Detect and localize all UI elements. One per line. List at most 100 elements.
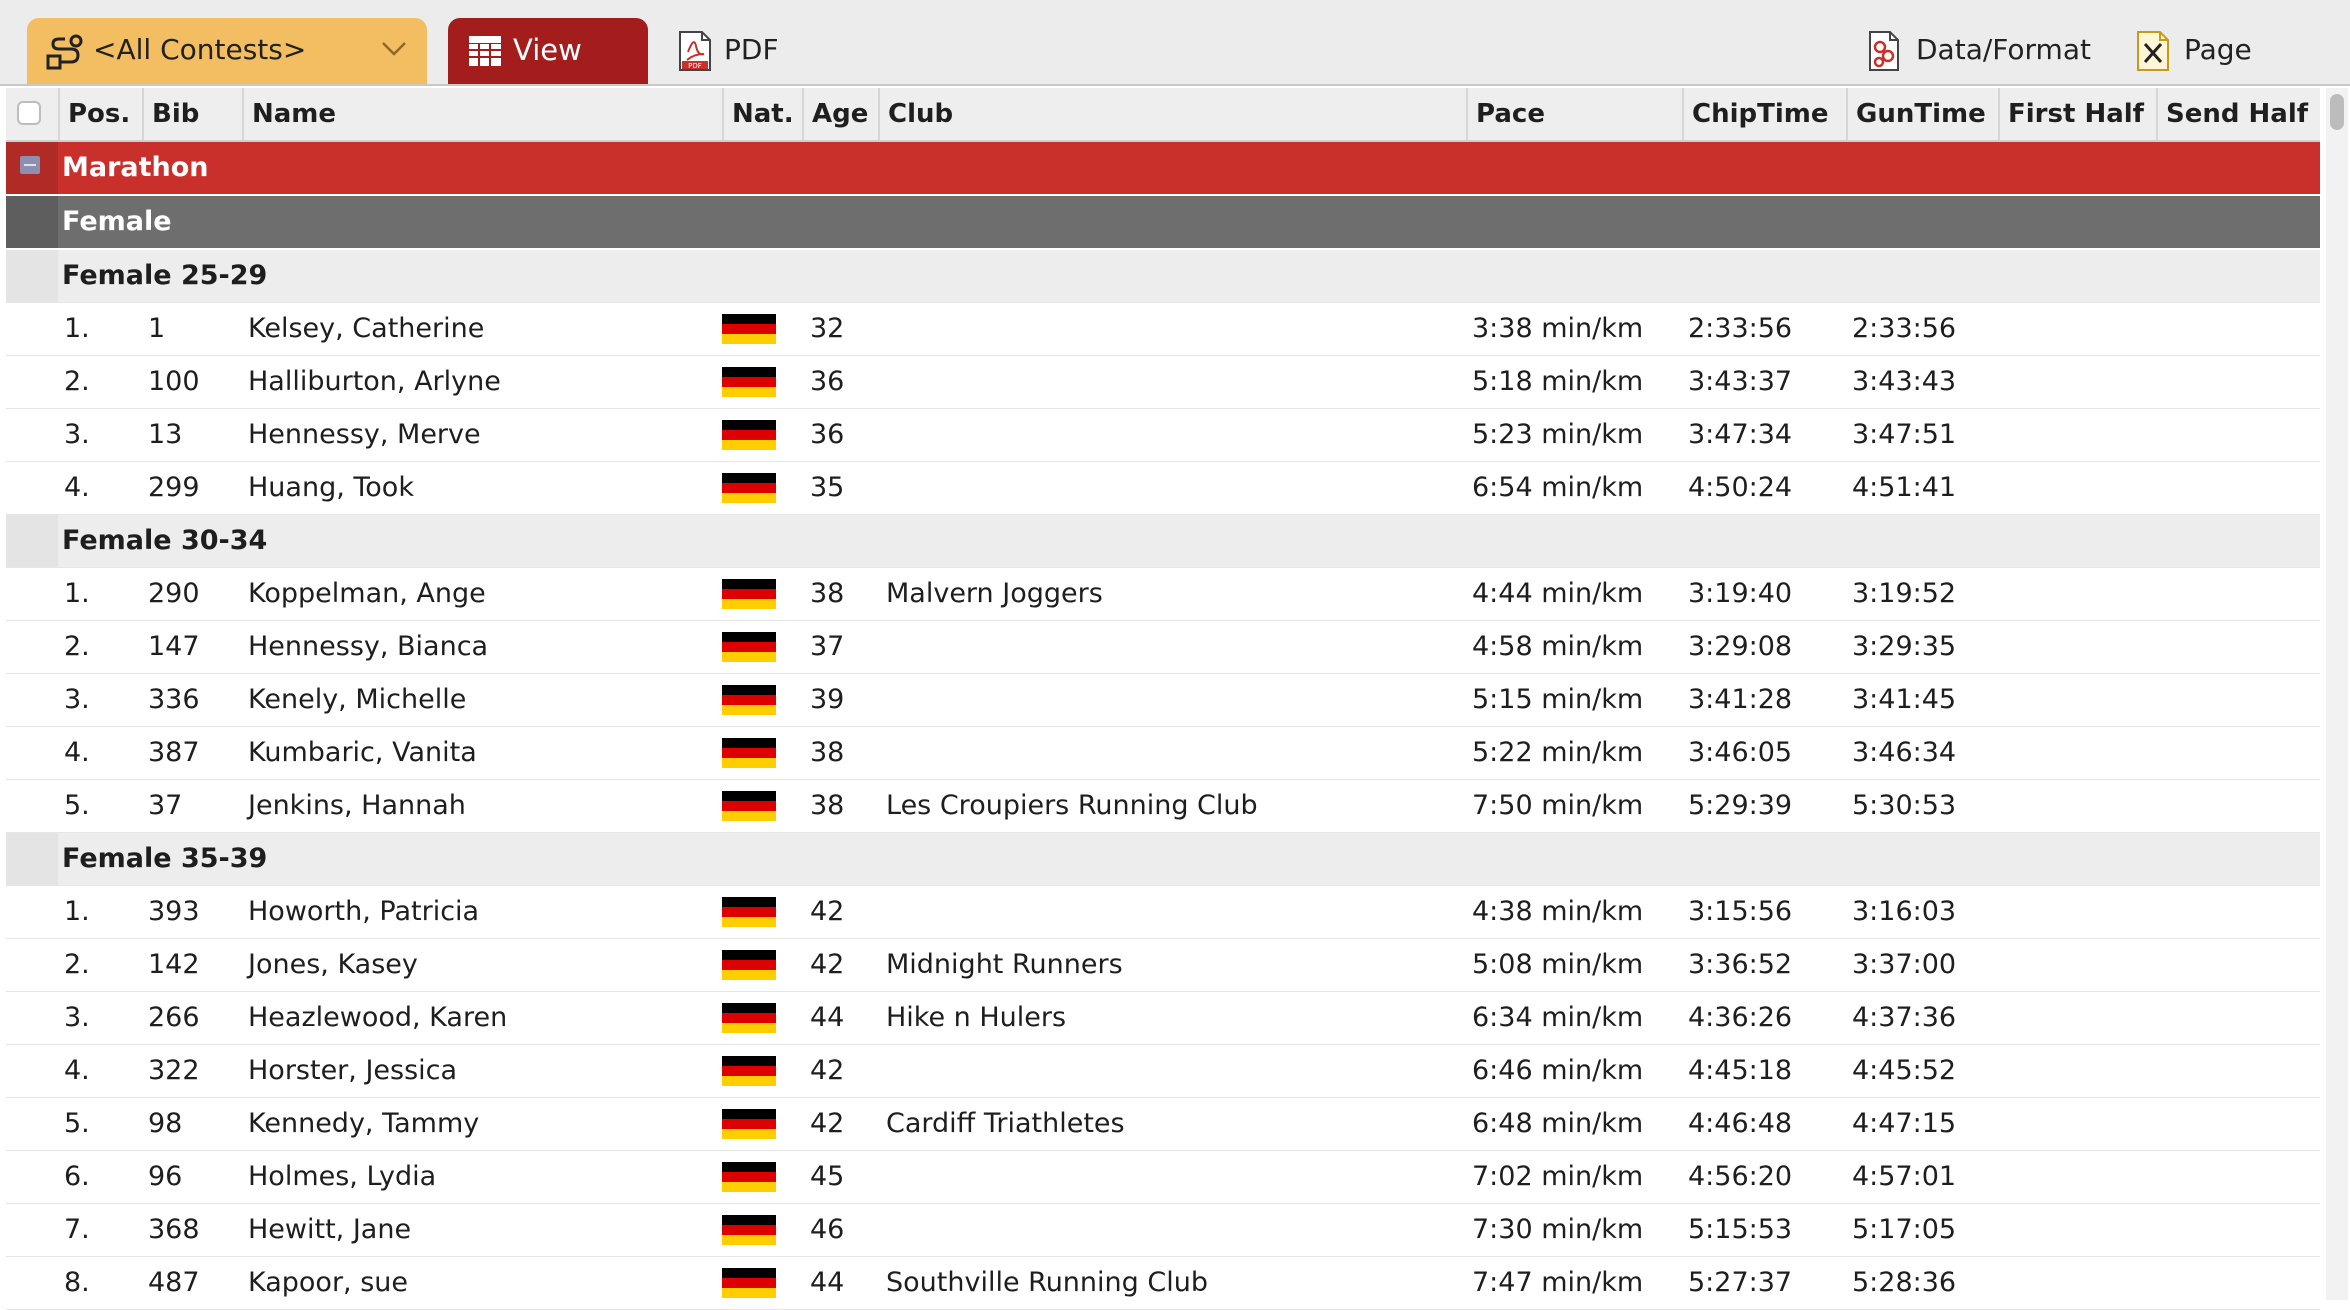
cell-age: 44 — [810, 1002, 845, 1033]
cell-pos: 6. — [64, 1161, 90, 1192]
cell-age: 36 — [810, 366, 845, 397]
table-row[interactable]: 7. 368 Hewitt, Jane 46 7:30 min/km 5:15:53 5:1… — [6, 1204, 2320, 1257]
flag-germany-icon — [722, 685, 776, 715]
page-tab-label: Page — [2184, 33, 2252, 66]
table-row[interactable]: 8. 487 Kapoor, sue 44 Southville Running Clu… — [6, 1257, 2320, 1310]
cell-chiptime: 4:46:48 — [1688, 1108, 1793, 1139]
cell-guntime: 3:19:52 — [1852, 578, 1957, 609]
scrollbar-thumb[interactable] — [2330, 94, 2344, 130]
cell-chiptime: 5:15:53 — [1688, 1214, 1793, 1245]
cell-pos: 3. — [64, 1002, 90, 1033]
cell-chiptime: 3:15:56 — [1688, 896, 1793, 927]
col-send-half[interactable]: Send Half — [2156, 88, 2320, 140]
cell-name: Howorth, Patricia — [248, 896, 480, 927]
pdf-tab[interactable]: PDF PDF — [672, 18, 812, 84]
flag-germany-icon — [722, 367, 776, 397]
cell-bib: 96 — [148, 1161, 183, 1192]
flag-germany-icon — [722, 632, 776, 662]
cell-name: Hennessy, Merve — [248, 419, 481, 450]
cell-pace: 4:44 min/km — [1472, 578, 1644, 609]
table-row[interactable]: 5. 37 Jenkins, Hannah 38 Les Croupiers Runni… — [6, 780, 2320, 833]
cell-age: 39 — [810, 684, 845, 715]
view-tab[interactable]: View — [448, 18, 648, 84]
table-row[interactable]: 3. 336 Kenely, Michelle 39 5:15 min/km 3:41:2… — [6, 674, 2320, 727]
col-nat[interactable]: Nat. — [722, 88, 802, 140]
cell-name: Kumbaric, Vanita — [248, 737, 477, 768]
cell-bib: 336 — [148, 684, 200, 715]
group-row-contest: Marathon — [6, 142, 2320, 196]
cell-guntime: 3:46:34 — [1852, 737, 1957, 768]
col-pos[interactable]: Pos. — [58, 88, 142, 140]
col-chiptime[interactable]: ChipTime — [1682, 88, 1846, 140]
cell-age: 42 — [810, 896, 845, 927]
cell-chiptime: 3:19:40 — [1688, 578, 1793, 609]
cell-pace: 7:47 min/km — [1472, 1267, 1644, 1298]
cell-chiptime: 3:43:37 — [1688, 366, 1793, 397]
flag-germany-icon — [722, 791, 776, 821]
group-row-age-group: Female 25-29 — [6, 250, 2320, 303]
cell-pos: 3. — [64, 684, 90, 715]
table-row[interactable]: 4. 387 Kumbaric, Vanita 38 5:22 min/km 3:46:0… — [6, 727, 2320, 780]
group-label: Marathon — [62, 152, 209, 183]
table-row[interactable]: 3. 266 Heazlewood, Karen 44 Hike n Hulers 6:3… — [6, 992, 2320, 1045]
vertical-scrollbar[interactable] — [2326, 88, 2348, 1300]
cell-chiptime: 2:33:56 — [1688, 313, 1793, 344]
cell-chiptime: 4:50:24 — [1688, 472, 1793, 503]
cell-bib: 1 — [148, 313, 166, 344]
table-row[interactable]: 6. 96 Holmes, Lydia 45 7:02 min/km 4:56:20 4:5… — [6, 1151, 2320, 1204]
chevron-down-icon — [382, 42, 406, 56]
cell-bib: 487 — [148, 1267, 200, 1298]
flag-germany-icon — [722, 738, 776, 768]
col-guntime[interactable]: GunTime — [1846, 88, 1998, 140]
col-pace[interactable]: Pace — [1466, 88, 1682, 140]
cell-name: Huang, Took — [248, 472, 414, 503]
table-row[interactable]: 4. 299 Huang, Took 35 6:54 min/km 4:50:24 4:51… — [6, 462, 2320, 515]
col-bib[interactable]: Bib — [142, 88, 242, 140]
cell-age: 38 — [810, 790, 845, 821]
cell-club: Midnight Runners — [886, 949, 1123, 980]
cell-guntime: 3:43:43 — [1852, 366, 1957, 397]
table-row[interactable]: 2. 100 Halliburton, Arlyne 36 5:18 min/km 3:4… — [6, 356, 2320, 409]
cell-chiptime: 3:29:08 — [1688, 631, 1793, 662]
cell-age: 42 — [810, 1108, 845, 1139]
group-label: Female 30-34 — [62, 525, 268, 556]
cell-pace: 5:22 min/km — [1472, 737, 1644, 768]
cell-bib: 387 — [148, 737, 200, 768]
cell-guntime: 3:41:45 — [1852, 684, 1957, 715]
cell-guntime: 5:17:05 — [1852, 1214, 1957, 1245]
table-row[interactable]: 2. 147 Hennessy, Bianca 37 4:58 min/km 3:29:0… — [6, 621, 2320, 674]
table-row[interactable]: 1. 1 Kelsey, Catherine 32 3:38 min/km 2:33:56… — [6, 303, 2320, 356]
cell-age: 45 — [810, 1161, 845, 1192]
flag-germany-icon — [722, 1162, 776, 1192]
select-all-checkbox[interactable] — [17, 101, 41, 125]
table-row[interactable]: 1. 290 Koppelman, Ange 38 Malvern Joggers 4:4… — [6, 568, 2320, 621]
col-first-half[interactable]: First Half — [1998, 88, 2156, 140]
col-club[interactable]: Club — [878, 88, 1466, 140]
col-age[interactable]: Age — [802, 88, 878, 140]
contest-select[interactable]: <All Contests> — [27, 18, 427, 84]
table-row[interactable]: 4. 322 Horster, Jessica 42 6:46 min/km 4:45:1… — [6, 1045, 2320, 1098]
flag-germany-icon — [722, 314, 776, 344]
flag-germany-icon — [722, 1215, 776, 1245]
cell-age: 36 — [810, 419, 845, 450]
table-row[interactable]: 2. 142 Jones, Kasey 42 Midnight Runners 5:08 … — [6, 939, 2320, 992]
cell-name: Kelsey, Catherine — [248, 313, 485, 344]
cell-bib: 290 — [148, 578, 200, 609]
group-row-age-group: Female 30-34 — [6, 515, 2320, 568]
toolbar: <All Contests> View PDF PDF — [0, 0, 2350, 86]
cell-pos: 4. — [64, 1055, 90, 1086]
col-name[interactable]: Name — [242, 88, 722, 140]
cell-pos: 3. — [64, 419, 90, 450]
cell-pace: 5:23 min/km — [1472, 419, 1644, 450]
table-row[interactable]: 1. 393 Howorth, Patricia 42 4:38 min/km 3:15:… — [6, 886, 2320, 939]
cell-name: Hewitt, Jane — [248, 1214, 412, 1245]
cell-guntime: 5:30:53 — [1852, 790, 1957, 821]
data-format-tab[interactable]: Data/Format — [1862, 18, 2102, 84]
results-table: Pos. Bib Name Nat. Age Club Pace ChipTim… — [6, 88, 2320, 1310]
table-row[interactable]: 3. 13 Hennessy, Merve 36 5:23 min/km 3:47:34 3… — [6, 409, 2320, 462]
flag-germany-icon — [722, 420, 776, 450]
cell-bib: 13 — [148, 419, 183, 450]
page-tab[interactable]: Page — [2132, 18, 2272, 84]
table-row[interactable]: 5. 98 Kennedy, Tammy 42 Cardiff Triathletes 6… — [6, 1098, 2320, 1151]
collapse-icon[interactable] — [20, 156, 40, 174]
